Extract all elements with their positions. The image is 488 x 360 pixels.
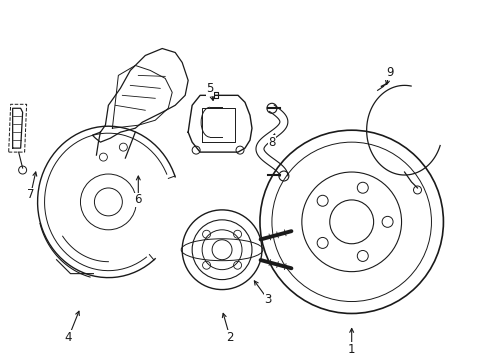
Text: 3: 3 (264, 293, 271, 306)
Text: 9: 9 (385, 66, 392, 79)
Text: 4: 4 (64, 331, 72, 344)
Text: 2: 2 (226, 331, 233, 344)
Text: 8: 8 (268, 136, 275, 149)
Text: 1: 1 (347, 343, 355, 356)
Text: 5: 5 (206, 82, 213, 95)
Text: 7: 7 (27, 188, 34, 202)
Text: 6: 6 (134, 193, 142, 206)
